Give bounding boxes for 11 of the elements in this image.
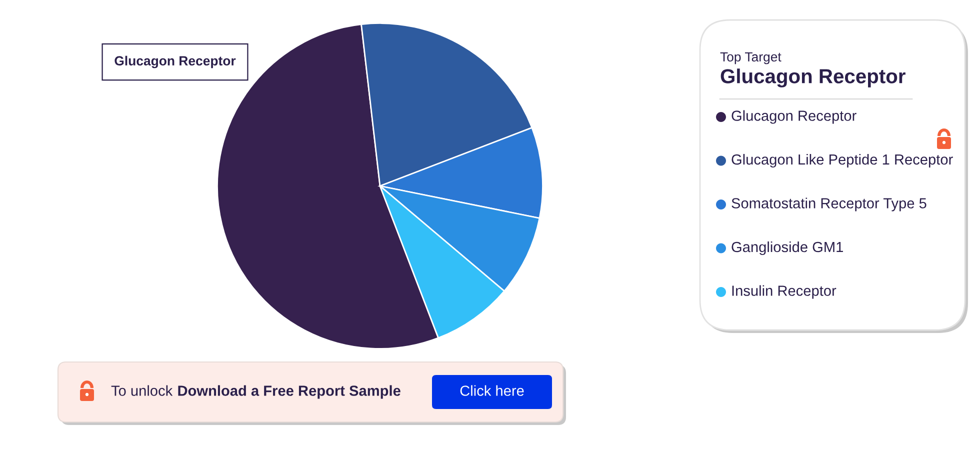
legend-label: Glucagon Receptor: [732, 110, 856, 124]
text: Click here: [460, 385, 524, 396]
legend-label: Somatostatin Receptor Type 5: [732, 198, 926, 212]
legend-label: Ganglioside GM1: [732, 241, 843, 256]
text: To unlock: [111, 385, 173, 396]
text: Glucagon Receptor: [720, 68, 906, 88]
legend-label: Glucagon Like Peptide 1 Receptor: [732, 154, 953, 168]
legend-title: Top Target: [720, 52, 782, 64]
legend-label: Insulin Receptor: [732, 285, 836, 299]
text: Download a Free Report Sample: [178, 385, 400, 399]
text: Glucagon Receptor: [114, 56, 236, 68]
